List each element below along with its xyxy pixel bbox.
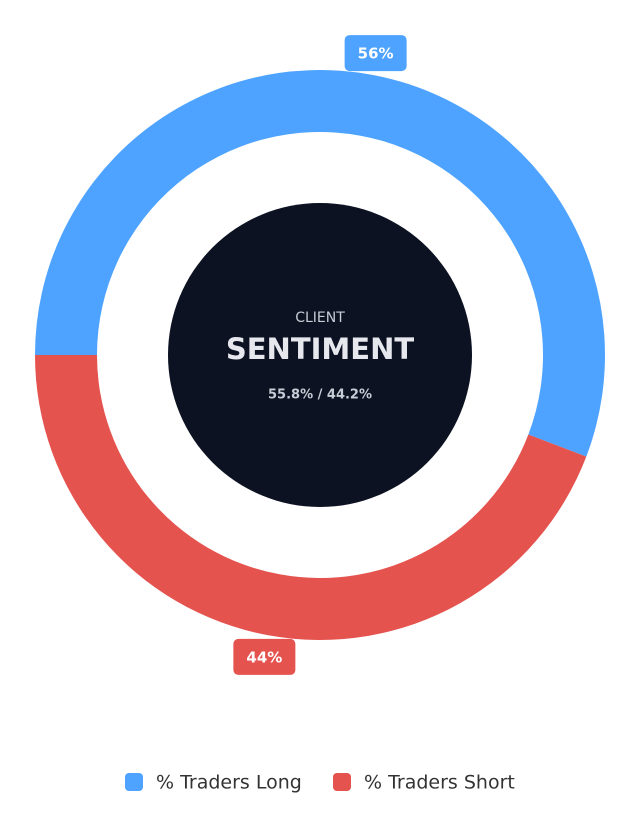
value-label-box xyxy=(344,35,407,72)
legend-swatch xyxy=(125,773,143,791)
center-subtitle: 55.8% / 44.2% xyxy=(268,388,372,403)
value-label: 56% xyxy=(358,45,394,63)
legend-label: % Traders Short xyxy=(364,772,515,794)
legend-label: % Traders Long xyxy=(156,772,302,794)
value-label: 44% xyxy=(246,648,282,666)
center-label: CLIENT xyxy=(295,310,345,326)
slice xyxy=(35,355,587,641)
value-label-box xyxy=(233,638,296,675)
legend-swatch xyxy=(333,773,351,791)
center-title: SENTIMENT xyxy=(226,332,414,366)
slice xyxy=(35,70,606,457)
center-disc xyxy=(168,203,472,507)
